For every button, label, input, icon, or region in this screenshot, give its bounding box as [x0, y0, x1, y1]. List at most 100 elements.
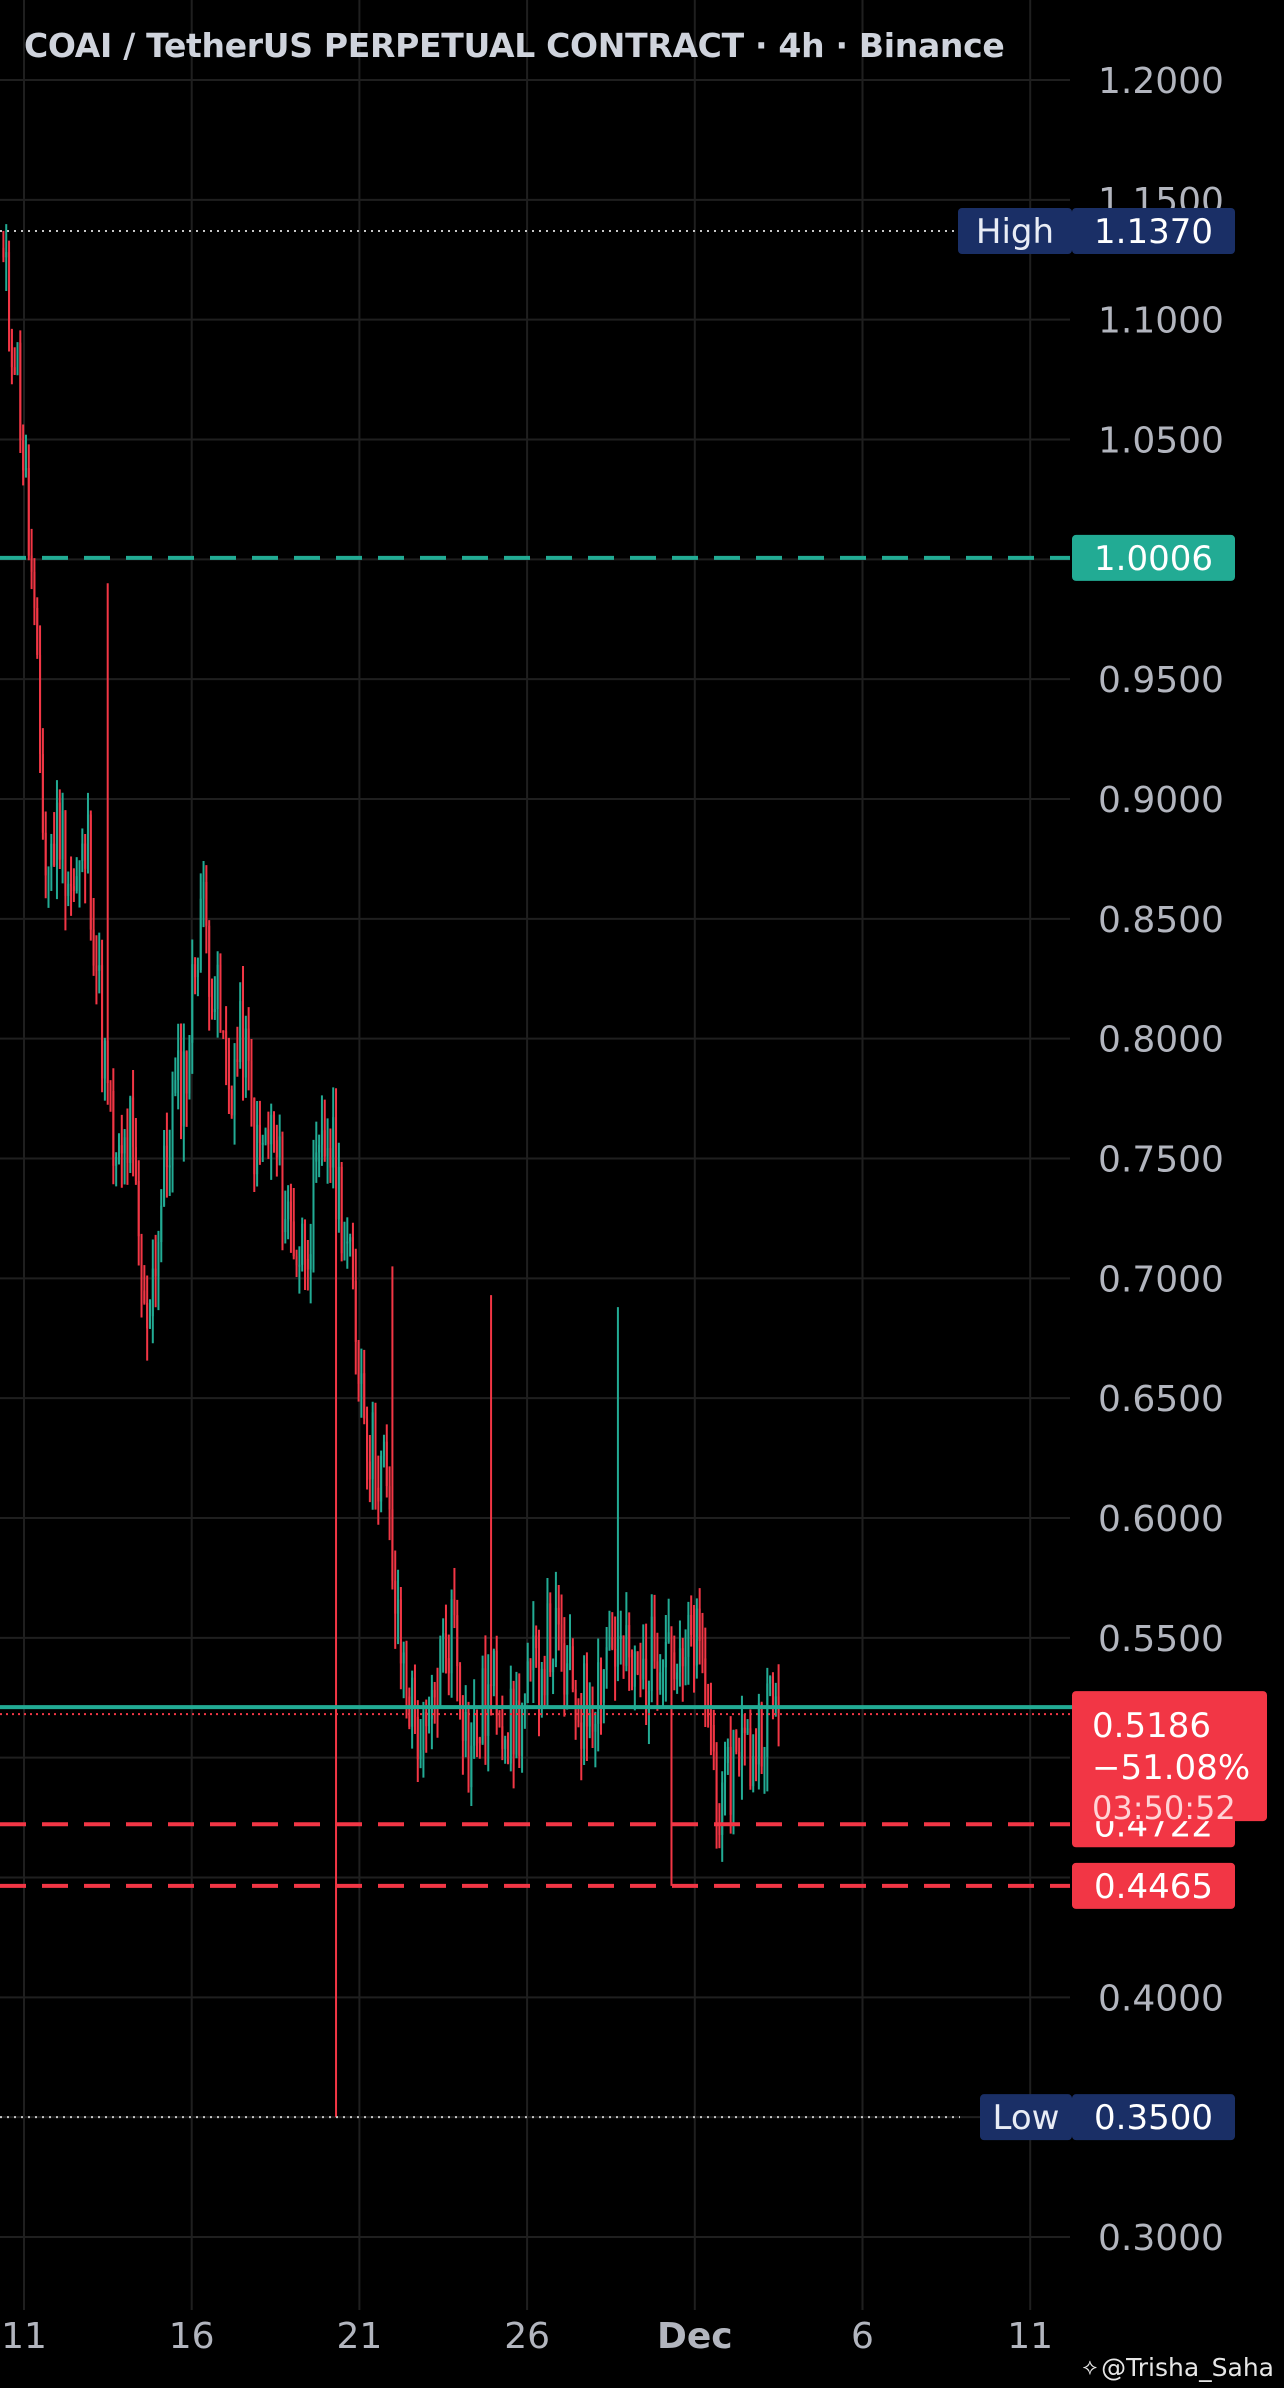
candle-body [459, 1666, 462, 1709]
candle-body [724, 1762, 727, 1783]
candle-body [95, 965, 98, 971]
candle-body [129, 1097, 132, 1163]
y-tick-label: 1.1000 [1098, 301, 1224, 342]
candle-body [636, 1651, 639, 1674]
candle-body [676, 1672, 679, 1680]
candle-body [115, 1156, 118, 1166]
candle-body [442, 1633, 445, 1640]
candle-body [422, 1712, 425, 1750]
candle-body [653, 1616, 656, 1662]
candle-body [39, 654, 42, 755]
candle-body [529, 1661, 532, 1671]
candle-body [439, 1639, 442, 1709]
candle-body [436, 1697, 439, 1709]
candle-body [391, 1509, 394, 1581]
candle-body [413, 1677, 416, 1718]
low-value: 0.3500 [1094, 2098, 1213, 2138]
candle-body [752, 1756, 755, 1787]
y-tick-label: 0.9500 [1098, 660, 1224, 701]
candle-body [72, 886, 75, 891]
candle-body [729, 1746, 732, 1815]
candle-body [67, 883, 70, 896]
candle-body [211, 996, 214, 1013]
candle-body [563, 1643, 566, 1695]
candle-body [377, 1487, 380, 1502]
candle-body [340, 1166, 343, 1254]
candle-body [137, 1180, 140, 1237]
candle-body [346, 1241, 349, 1244]
candle-body [698, 1608, 701, 1642]
candle-body [374, 1412, 377, 1488]
candle-body [408, 1696, 411, 1727]
candle-body [366, 1418, 369, 1462]
candle-body [222, 1030, 225, 1033]
candle-body [278, 1136, 281, 1158]
x-tick-label: 26 [504, 2316, 550, 2357]
y-tick-label: 0.8500 [1098, 900, 1224, 941]
candle-body [659, 1672, 662, 1690]
candle-body [216, 964, 219, 1009]
candle-body [360, 1373, 363, 1384]
high-label: High [976, 212, 1054, 252]
candle-body [306, 1258, 309, 1270]
watermark: ⟡ @Trisha_Saha [1083, 2353, 1274, 2382]
candle-body [81, 843, 84, 861]
candle-body [112, 1090, 115, 1166]
candle-body [492, 1650, 495, 1686]
candle-body [380, 1455, 383, 1502]
candle-body [194, 964, 197, 978]
candle-body [509, 1688, 512, 1764]
y-tick-label: 0.8000 [1098, 1020, 1224, 1061]
candle-body [233, 1059, 236, 1116]
candle-body [625, 1625, 628, 1666]
candle-body [298, 1264, 301, 1267]
candle-body [523, 1702, 526, 1707]
x-tick-label: 21 [336, 2316, 382, 2357]
y-tick-label: 0.7000 [1098, 1259, 1224, 1300]
y-tick-label: 0.6000 [1098, 1499, 1224, 1540]
candle-body [608, 1637, 611, 1648]
candle-body [8, 252, 11, 330]
candle-body [382, 1441, 385, 1456]
candle-body [763, 1757, 766, 1767]
candle-body [188, 1042, 191, 1094]
candle-body [577, 1719, 580, 1723]
candle-body [213, 1008, 216, 1013]
candle-body [456, 1615, 459, 1667]
candle-body [484, 1668, 487, 1736]
candle-body [363, 1373, 366, 1419]
candle-body [2, 247, 5, 258]
candle-body [320, 1130, 323, 1145]
candle-body [684, 1656, 687, 1667]
candle-body [332, 1117, 335, 1168]
candle-body [312, 1161, 315, 1255]
candle-body [537, 1648, 540, 1707]
candle-body [602, 1669, 605, 1703]
candle-body [202, 881, 205, 899]
candle-body [337, 1166, 340, 1220]
candle-body [140, 1236, 143, 1291]
candle-body [270, 1114, 273, 1145]
candle-body [619, 1635, 622, 1640]
candle-body [490, 1684, 493, 1687]
candle-body [769, 1676, 772, 1684]
candle-body [670, 1632, 673, 1653]
candle-body [571, 1646, 574, 1690]
candle-body [163, 1145, 166, 1206]
candle-body [616, 1639, 619, 1667]
candle-body [284, 1219, 287, 1233]
low-label: Low [993, 2098, 1060, 2138]
candle-body [30, 555, 33, 572]
candle-body [430, 1689, 433, 1720]
candle-body [205, 881, 208, 926]
candle-body [101, 965, 104, 1079]
current-price-badge [1072, 1691, 1267, 1822]
candle-body [24, 468, 27, 471]
candle-body [552, 1662, 555, 1673]
candle-body [227, 1050, 230, 1090]
candle-body [425, 1712, 428, 1727]
candle-body [275, 1140, 278, 1158]
y-tick-label: 0.7500 [1098, 1140, 1224, 1181]
candle-body [50, 843, 53, 867]
